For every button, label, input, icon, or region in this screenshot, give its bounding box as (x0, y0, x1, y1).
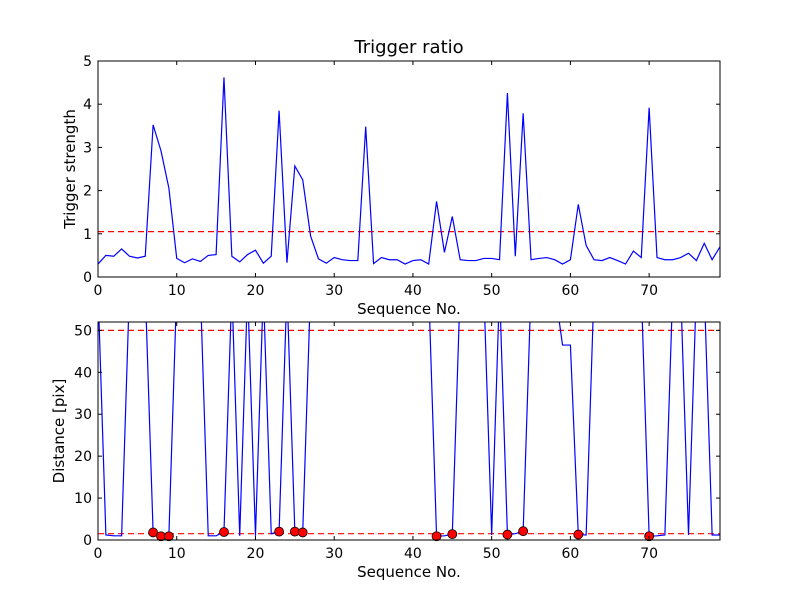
x-tick-label: 20 (247, 546, 265, 562)
x-tick-label: 70 (640, 546, 658, 562)
data-marker (274, 526, 284, 537)
distance-chart: Sequence No. Distance [pix] 0 10 20 30 40 50 6… (50, 321, 721, 581)
y-axis-label: Trigger strength (61, 109, 79, 230)
axes-frame (97, 321, 721, 541)
y-tick-label: 5 (83, 54, 92, 70)
x-tick-label: 50 (483, 546, 501, 562)
y-tick-label: 40 (74, 365, 92, 381)
x-tick-label: 40 (404, 283, 422, 299)
x-tick-label: 20 (247, 283, 265, 299)
x-tick-label: 50 (483, 283, 501, 299)
data-marker (518, 526, 529, 537)
y-tick-label: 0 (83, 270, 92, 286)
data-marker (447, 529, 458, 540)
x-tick-label: 40 (404, 546, 422, 562)
axes-frame (97, 60, 721, 278)
y-tick-label: 50 (74, 323, 92, 339)
data-marker (148, 527, 159, 538)
x-axis-label: Sequence No. (357, 563, 461, 581)
data-marker (573, 529, 584, 540)
x-axis-label: Sequence No. (357, 300, 461, 318)
x-tick-label: 30 (325, 546, 343, 562)
series-line (98, 322, 720, 537)
x-tick-label: 0 (94, 546, 103, 562)
y-tick-label: 20 (74, 449, 92, 465)
y-tick-label: 1 (83, 227, 92, 243)
y-tick-label: 3 (83, 140, 92, 156)
y-tick-label: 0 (83, 533, 92, 549)
chart-title: Trigger ratio (353, 37, 463, 58)
x-tick-label: 70 (640, 283, 658, 299)
data-marker (297, 527, 308, 538)
plot-area (98, 322, 720, 537)
trigger-ratio-chart: Trigger ratio Sequence No. Trigger stren… (61, 37, 721, 318)
data-marker (502, 529, 513, 540)
data-marker (219, 527, 229, 537)
x-tick-label: 10 (168, 283, 186, 299)
data-marker (163, 531, 174, 542)
x-tick-label: 60 (561, 546, 579, 562)
x-tick-label: 0 (94, 283, 103, 299)
series-line (98, 77, 720, 265)
data-marker (431, 531, 442, 542)
y-tick-label: 4 (83, 97, 92, 113)
plot-area (98, 77, 720, 265)
y-tick-label: 30 (74, 407, 92, 423)
x-tick-label: 30 (325, 283, 343, 299)
y-tick-label: 10 (74, 491, 92, 507)
x-tick-label: 10 (168, 546, 186, 562)
x-tick-label: 60 (561, 283, 579, 299)
y-tick-label: 2 (83, 184, 92, 200)
y-axis-label: Distance [pix] (50, 379, 68, 484)
